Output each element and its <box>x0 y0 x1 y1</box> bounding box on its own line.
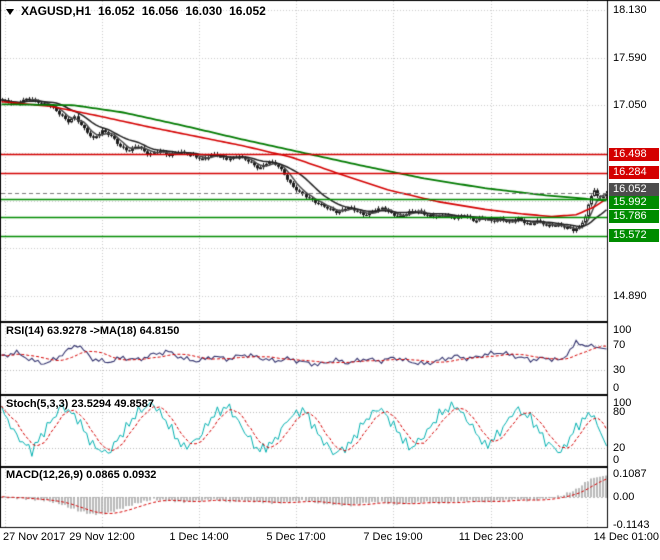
price-axis-label: 17.590 <box>613 51 647 64</box>
macd-level-label: 0.1087 <box>613 468 647 480</box>
price-axis-label: 17.050 <box>613 99 647 112</box>
time-axis-label: 27 Nov 2017 <box>3 531 66 543</box>
ohlc-close: 16.052 <box>229 4 266 18</box>
macd-level-label: -0.1143 <box>613 519 650 531</box>
chart-header: XAGUSD,H1 16.052 16.056 16.030 16.052 <box>6 4 266 18</box>
stoch-level-label: 100 <box>613 397 632 409</box>
time-axis-label: 1 Dec 14:00 <box>169 531 229 543</box>
ohlc-open: 16.052 <box>98 4 135 18</box>
price-axis-label: 18.130 <box>613 3 647 16</box>
ohlc-low: 16.030 <box>185 4 223 18</box>
ohlc-high: 16.056 <box>141 4 179 18</box>
stoch-title: Stoch(5,3,3) 23.5294 49.8587 <box>6 398 154 410</box>
stoch-level-label: 80 <box>613 406 626 418</box>
resistance-price-label: 16.284 <box>609 166 659 180</box>
stoch-level-label: 20 <box>613 442 626 454</box>
symbol-marker-icon <box>6 8 14 15</box>
resistance-price-label: 16.498 <box>609 147 659 161</box>
stoch-level-label: 0 <box>613 454 620 466</box>
rsi-level-label: 30 <box>613 363 626 376</box>
time-axis-label: 11 Dec 23:00 <box>458 531 524 543</box>
macd-level-label: 0.00 <box>613 491 635 503</box>
rsi-level-label: 100 <box>613 324 632 336</box>
time-axis-label: 7 Dec 19:00 <box>363 531 423 543</box>
time-axis-label: 29 Nov 12:00 <box>69 531 135 543</box>
rsi-level-label: 0 <box>613 382 620 394</box>
support-price-label: 15.572 <box>609 229 659 243</box>
rsi-title: RSI(14) 63.9278 ->MA(18) 64.8150 <box>6 325 180 337</box>
symbol-timeframe: XAGUSD,H1 <box>21 4 92 18</box>
time-axis-label: 14 Dec 01:00 <box>593 531 659 543</box>
bid-price-label: 16.052 <box>609 182 659 196</box>
support-price-label: 15.992 <box>609 196 659 210</box>
support-price-label: 15.786 <box>609 210 659 224</box>
rsi-level-label: 70 <box>613 339 626 352</box>
macd-title: MACD(12,26,9) 0.0865 0.0932 <box>6 469 157 481</box>
price-axis-label: 14.890 <box>613 289 647 302</box>
time-axis-label: 5 Dec 17:00 <box>266 531 326 543</box>
